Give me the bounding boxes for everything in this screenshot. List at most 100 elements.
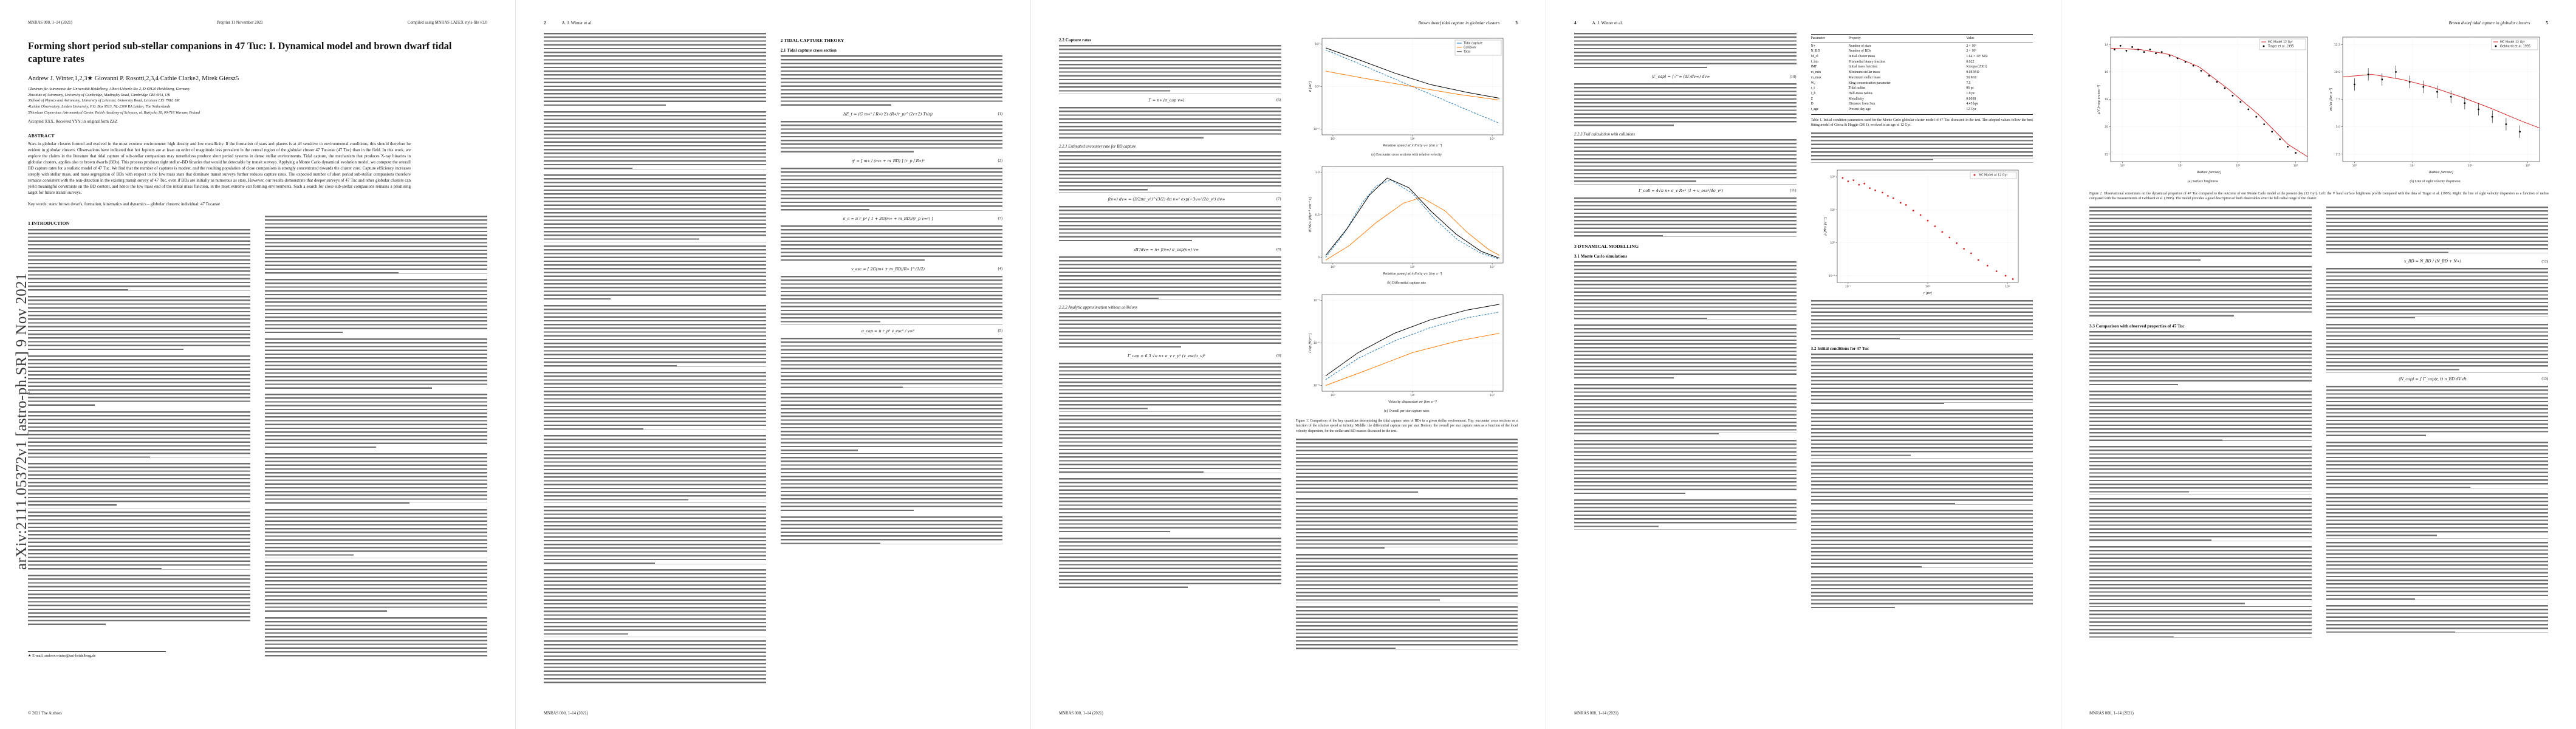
- data-point: [1987, 264, 1989, 267]
- table-cell: M_cl: [1810, 55, 1818, 59]
- equation-body: Γ_cap ≈ 6.3 √π n∗ σ_v r_p² (v_esc/σ_v)²: [1128, 353, 1205, 358]
- x-axis-label: Radius [arcsec]: [2429, 171, 2453, 174]
- y-tick-label: 2.5: [2336, 152, 2340, 156]
- text-paragraph: [1810, 354, 2033, 406]
- text-paragraph: [544, 304, 766, 369]
- text-paragraph: [544, 640, 766, 684]
- running-footer: MNRAS 000, 1–14 (2021): [2089, 711, 2134, 716]
- text-paragraph: [1810, 509, 2033, 570]
- column-right: [265, 215, 487, 658]
- legend-label: MC Model 12 Gyr: [2268, 41, 2293, 44]
- column-left: 1 INTRODUCTION ★ E-mail: andrew.winter@un…: [28, 216, 250, 658]
- x-tick-label: 10⁰: [1331, 265, 1335, 269]
- y-axis-label: ρ [M⊙ pc⁻³]: [1824, 217, 1828, 235]
- data-series: [1326, 47, 1500, 99]
- x-tick-label: 10³: [2293, 164, 2298, 168]
- text-paragraph: [2089, 546, 2312, 607]
- running-title: A. J. Winter et al.: [561, 21, 593, 26]
- panel-label: (a) Surface brightness: [2187, 180, 2219, 183]
- figure-f2b: 10⁰ 10¹ 10² 10³ 2.5 5.0 7.5 10.0 12.5 Radius [arc…: [2329, 36, 2540, 174]
- x-tick-label: 10¹: [2410, 164, 2415, 168]
- data-point: [2216, 81, 2218, 83]
- running-footer: MNRAS 000, 1–14 (2021): [544, 711, 588, 716]
- text-paragraph: [1810, 409, 2033, 459]
- text-paragraph: [1574, 139, 1797, 185]
- figure-f2a: 10⁰ 10¹ 10² 10³ 22 20 18 16 14 Radius [arcsec] μV …: [2097, 36, 2308, 174]
- text-paragraph: [780, 120, 1002, 155]
- data-point: [2464, 102, 2466, 104]
- subsection-heading: 3.1 Monte Carlo simulations: [1574, 253, 1628, 259]
- text-paragraph: [780, 275, 1002, 325]
- table-cell: King concentration parameter: [1848, 81, 1891, 85]
- journal-reference: MNRAS 000, 1–14 (2021): [28, 21, 72, 25]
- preprint-date: Preprint 11 November 2021: [216, 21, 263, 25]
- figure-caption: Figure 2. Observational constraints on t…: [2089, 192, 2549, 201]
- text-paragraph: [1059, 312, 1281, 350]
- data-point: [2478, 108, 2479, 111]
- copyright-line: © 2021 The Authors: [28, 711, 62, 716]
- equation-body: η² = [ m∗ / (m∗ + m_BD) ] (r_p / R∗)³: [851, 158, 925, 163]
- panel-label: (b) Differential capture rate: [1387, 281, 1427, 285]
- data-point: [2367, 74, 2369, 75]
- data-point: [2255, 115, 2258, 118]
- section-heading: 1 INTRODUCTION: [28, 220, 70, 226]
- x-axis-label: Radius [arcsec]: [2197, 171, 2221, 174]
- text-paragraph: [1574, 33, 1797, 70]
- table-header-cell: Property: [1848, 36, 1861, 40]
- figure-caption: Figure 1. Comparison of the key quantiti…: [1295, 419, 1518, 433]
- x-tick-label: 10²: [1490, 394, 1495, 397]
- y-tick-label: 22: [2105, 152, 2108, 156]
- text-paragraph: [780, 516, 1002, 547]
- text-paragraph: [265, 453, 487, 507]
- data-point: [2491, 115, 2493, 118]
- data-point: [2505, 123, 2507, 125]
- equation-number: (3): [998, 216, 1002, 221]
- data-point: [1948, 236, 1951, 239]
- figure-caption: Table 1. Initial condition parameters us…: [1810, 118, 2033, 127]
- legend-box: [1455, 39, 1502, 56]
- legend-label: Tidal capture: [1463, 42, 1482, 46]
- y-tick-label: 7.5: [2336, 98, 2340, 101]
- footnote: ★ E-mail: andrew.winter@uni-heidelberg.d…: [28, 651, 166, 658]
- equation-body: f(v∞) dv∞ = (3/2πσ_v²)^(3/2) 4π v∞² exp(…: [1108, 196, 1225, 202]
- text-paragraph: [1810, 461, 2033, 507]
- equation-number: (8): [1276, 247, 1281, 252]
- table-cell: Maximum stellar mass: [1848, 75, 1881, 80]
- table-cell: 50 M⊙: [1966, 75, 1977, 80]
- equation: f(v∞) dv∞ = (3/2πσ_v²)^(3/2) 4π v∞² exp(…: [1059, 197, 1281, 202]
- affiliation-line: 1Zentrum für Astronomie der Universität …: [28, 87, 190, 92]
- column-left: 3.3 Comparison with observed properties …: [2089, 206, 2312, 679]
- y-tick-label: 10²: [1315, 43, 1320, 46]
- table-cell: N_BD: [1810, 49, 1820, 53]
- x-tick-label: 10⁰: [2352, 164, 2357, 168]
- column-right: x_BD = N_BD / (N_BD + N∗) (12) ⟨N_cap⟩ = ∫…: [2326, 206, 2548, 679]
- data-point: [2160, 51, 2163, 53]
- text-paragraph: [1059, 414, 1281, 475]
- y-tick-label: 14: [2105, 43, 2108, 47]
- data-series: [1325, 197, 1500, 261]
- table-cell: Present day age: [1848, 107, 1871, 111]
- data-point: [2408, 81, 2411, 83]
- x-tick-label: 10²: [2468, 164, 2473, 168]
- running-title: A. J. Winter et al.: [1592, 21, 1623, 26]
- equation-body: σ_cap ≈ π r_p² v_esc² / v∞²: [861, 328, 915, 334]
- text-paragraph: [2326, 604, 2548, 635]
- table-cell: 0.08 M⊙: [1966, 70, 1979, 75]
- figure-f1c: 10⁰ 10¹ 10² 10⁻⁸ 10⁻⁶ 10⁻⁴ Velocity dispersion…: [1309, 294, 1504, 404]
- table-cell: 0.022: [1966, 60, 1975, 64]
- table-cell: m_max: [1810, 75, 1821, 80]
- data-point: [2137, 49, 2139, 50]
- data-series: [1326, 333, 1500, 386]
- data-point: [2519, 131, 2521, 133]
- text-paragraph: [2089, 330, 2312, 388]
- text-paragraph: [780, 337, 1002, 391]
- figure-wrap: 10⁰ 10¹ 10² 10⁻² 10⁰ 10² Relative speed at inf…: [1296, 34, 1518, 151]
- text-paragraph: [544, 111, 766, 172]
- text-paragraph: [1059, 537, 1281, 590]
- data-point: [2271, 131, 2273, 133]
- legend-box: [2259, 38, 2306, 50]
- column-right: Parameter Property Value N∗ Number of stars 2…: [1810, 33, 2033, 684]
- page-number: 2: [544, 21, 546, 26]
- text-paragraph: [1059, 256, 1281, 301]
